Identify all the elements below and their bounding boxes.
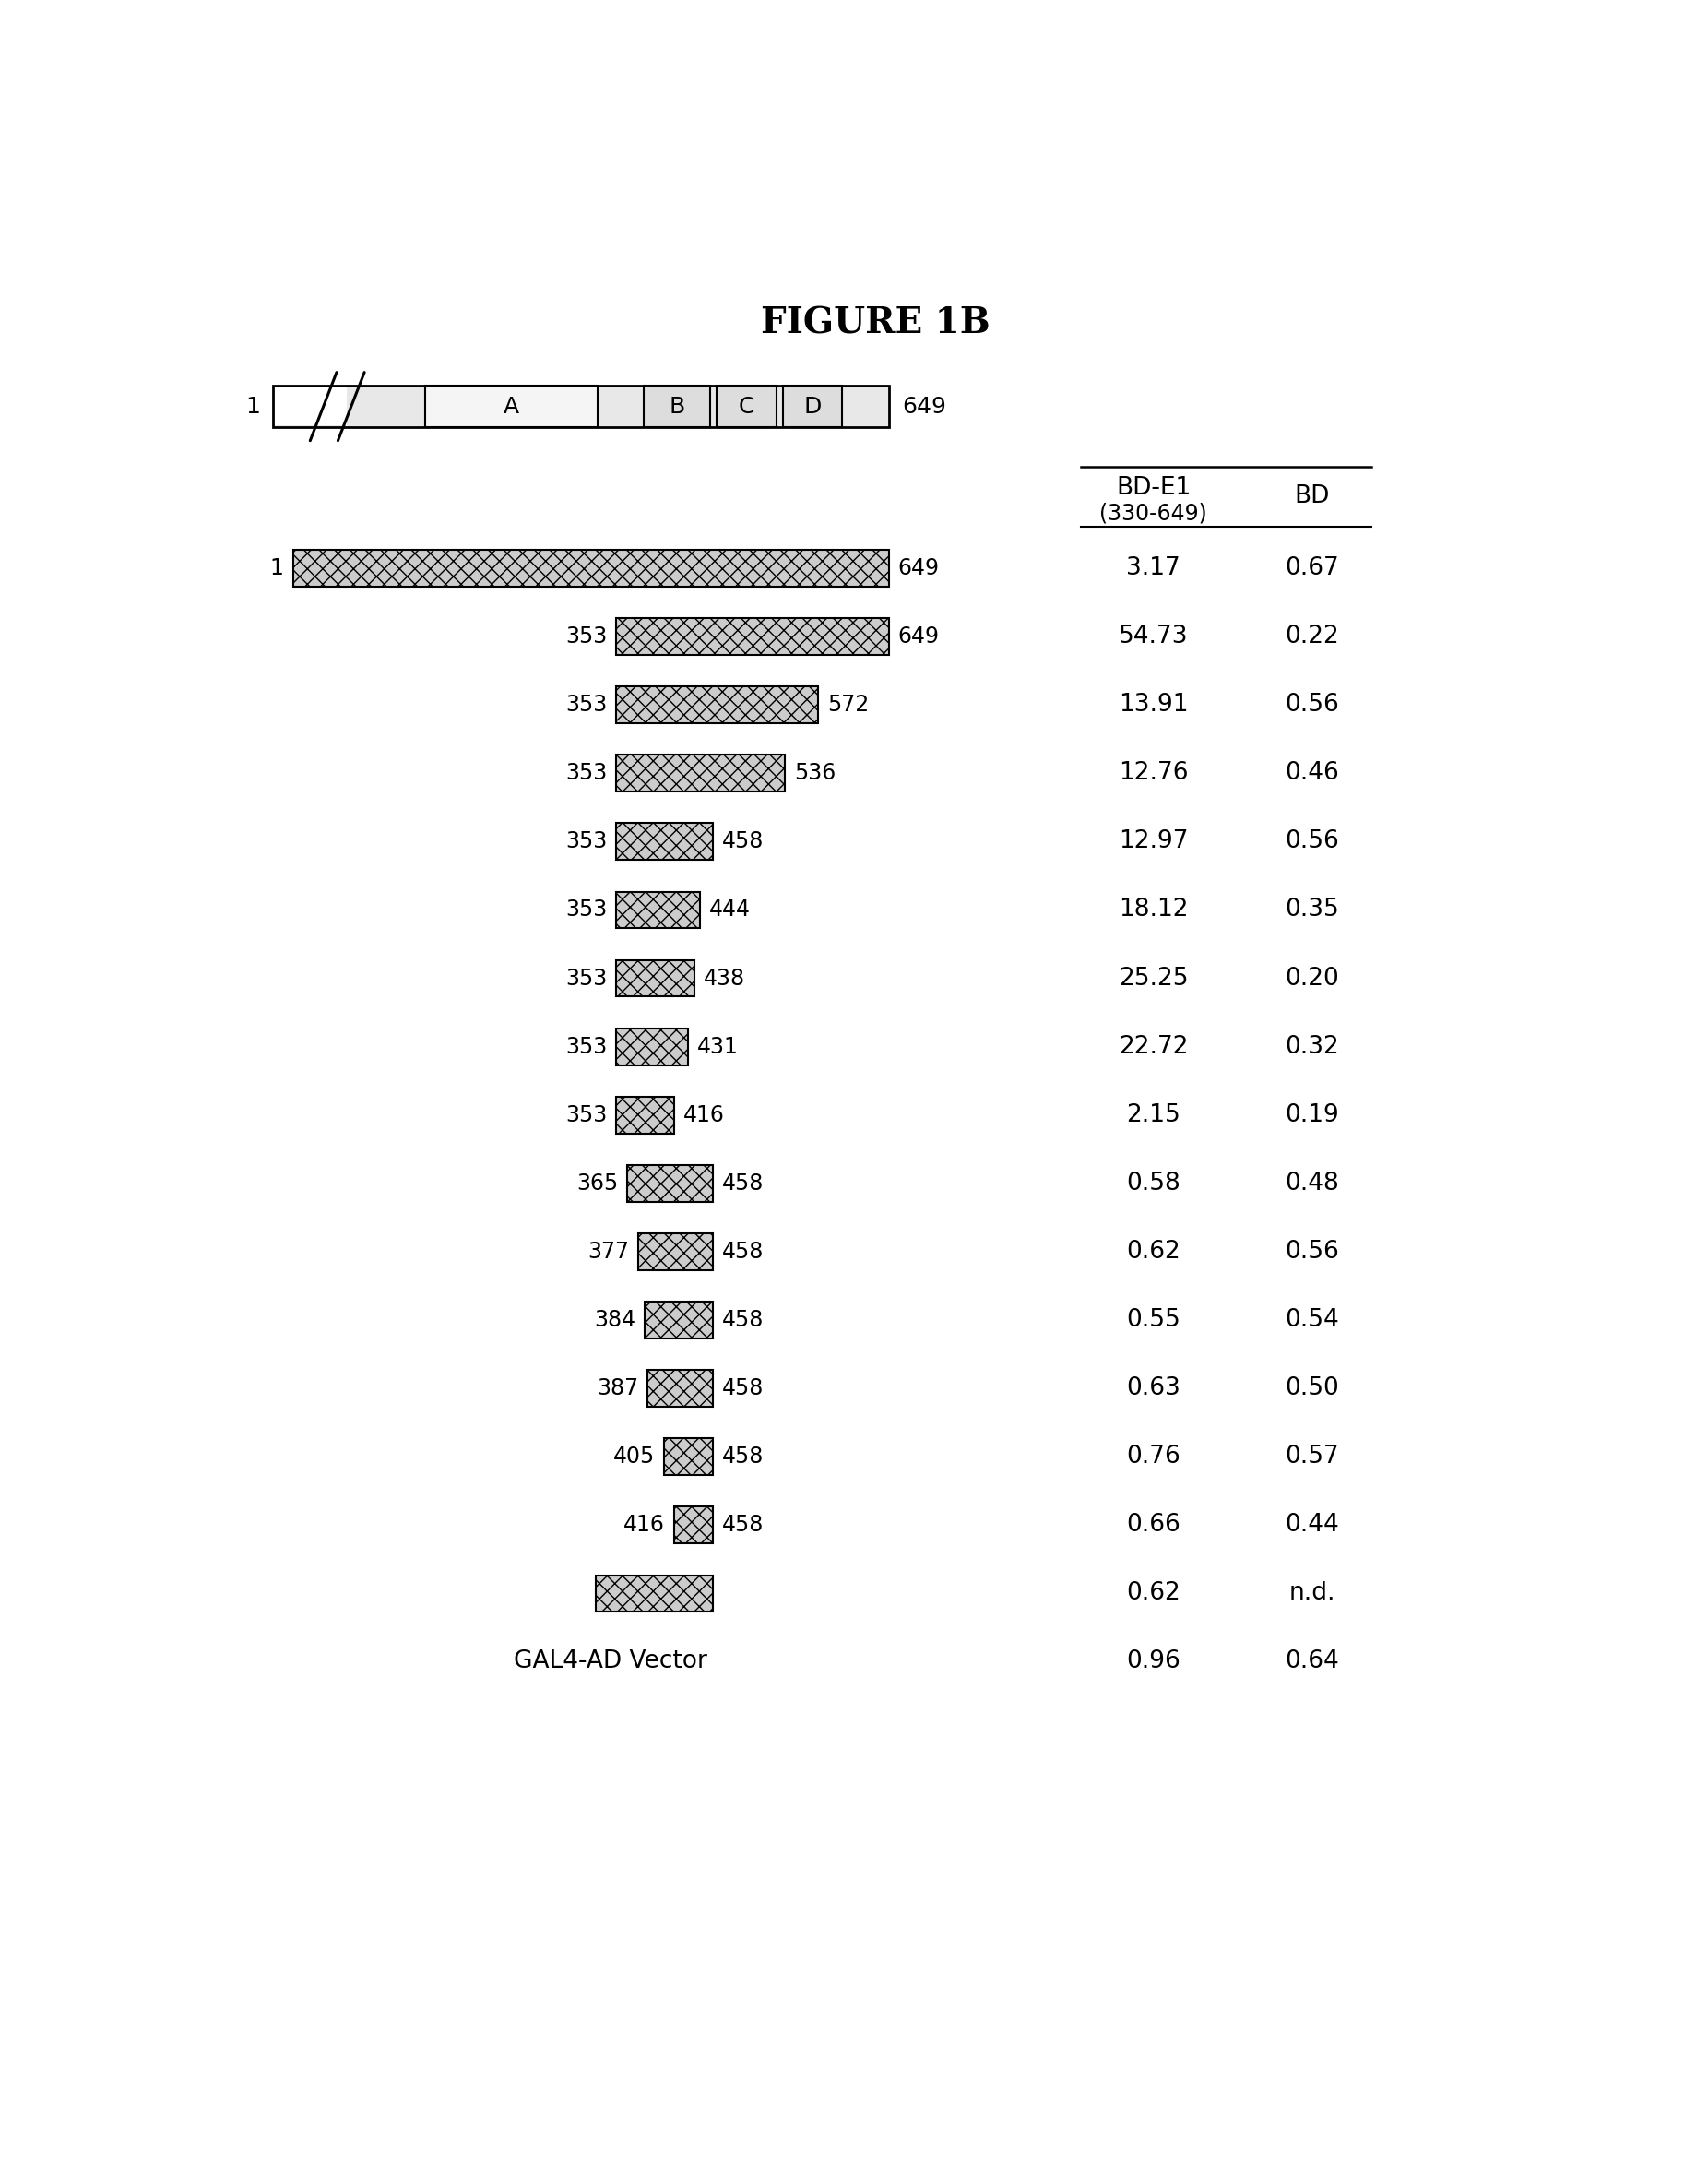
Bar xyxy=(617,959,695,996)
Text: 0.56: 0.56 xyxy=(1284,829,1339,853)
Text: 458: 458 xyxy=(722,1446,763,1468)
Bar xyxy=(294,550,888,587)
Bar xyxy=(639,1234,712,1271)
Bar xyxy=(782,385,842,427)
Bar xyxy=(664,1438,712,1474)
Text: 353: 353 xyxy=(565,693,608,717)
Text: D: D xyxy=(803,396,822,418)
Text: 416: 416 xyxy=(683,1104,726,1126)
Text: n.d.: n.d. xyxy=(1290,1580,1336,1606)
Text: 353: 353 xyxy=(565,1035,608,1059)
Text: 353: 353 xyxy=(565,831,608,853)
Text: 0.22: 0.22 xyxy=(1284,624,1339,649)
Text: 22.72: 22.72 xyxy=(1119,1035,1189,1059)
Text: 0.48: 0.48 xyxy=(1284,1171,1339,1195)
Text: 438: 438 xyxy=(704,968,745,989)
Text: 377: 377 xyxy=(588,1241,629,1262)
Text: GAL4-AD Vector: GAL4-AD Vector xyxy=(514,1650,707,1674)
Text: 444: 444 xyxy=(709,898,752,920)
Text: 536: 536 xyxy=(794,762,835,784)
Bar xyxy=(617,686,818,723)
Bar xyxy=(627,1165,712,1202)
Bar xyxy=(675,1507,712,1544)
Text: 1: 1 xyxy=(270,556,284,580)
Text: 0.63: 0.63 xyxy=(1126,1377,1180,1401)
Text: 54.73: 54.73 xyxy=(1119,624,1189,649)
Text: 18.12: 18.12 xyxy=(1119,898,1189,922)
Text: 353: 353 xyxy=(565,1104,608,1126)
Text: 387: 387 xyxy=(596,1377,639,1399)
Text: 649: 649 xyxy=(902,396,946,418)
Bar xyxy=(617,892,700,929)
Bar xyxy=(644,385,711,427)
Text: 0.55: 0.55 xyxy=(1126,1308,1180,1331)
Text: 0.56: 0.56 xyxy=(1284,1241,1339,1264)
Text: 0.57: 0.57 xyxy=(1284,1444,1339,1468)
Text: 458: 458 xyxy=(722,1377,763,1399)
Text: 431: 431 xyxy=(697,1035,740,1059)
Text: 13.91: 13.91 xyxy=(1119,693,1189,717)
Text: 0.32: 0.32 xyxy=(1284,1035,1339,1059)
Bar xyxy=(717,385,775,427)
Text: 12.76: 12.76 xyxy=(1119,762,1189,786)
Text: 0.58: 0.58 xyxy=(1126,1171,1180,1195)
Text: 0.54: 0.54 xyxy=(1284,1308,1339,1331)
Text: BD: BD xyxy=(1295,485,1331,509)
Text: 572: 572 xyxy=(827,693,869,717)
Text: 458: 458 xyxy=(722,1513,763,1537)
Text: 365: 365 xyxy=(577,1171,618,1195)
Text: 1: 1 xyxy=(246,396,260,418)
Text: 0.66: 0.66 xyxy=(1126,1513,1180,1537)
Text: BD-E1: BD-E1 xyxy=(1115,476,1190,500)
Text: 353: 353 xyxy=(565,968,608,989)
Text: 458: 458 xyxy=(722,1241,763,1262)
Text: 458: 458 xyxy=(722,831,763,853)
Text: 649: 649 xyxy=(898,556,939,580)
Text: 458: 458 xyxy=(722,1171,763,1195)
Bar xyxy=(617,756,784,792)
Text: 384: 384 xyxy=(594,1310,635,1331)
Text: A: A xyxy=(504,396,519,418)
Text: 353: 353 xyxy=(565,762,608,784)
Text: 3.17: 3.17 xyxy=(1126,556,1180,580)
Bar xyxy=(646,1301,712,1338)
Text: 405: 405 xyxy=(613,1446,656,1468)
Bar xyxy=(425,385,598,427)
Text: C: C xyxy=(738,396,755,418)
Text: FIGURE 1B: FIGURE 1B xyxy=(760,305,991,340)
Text: 0.62: 0.62 xyxy=(1126,1241,1180,1264)
Text: 0.56: 0.56 xyxy=(1284,693,1339,717)
Text: 0.35: 0.35 xyxy=(1284,898,1339,922)
Text: B: B xyxy=(670,396,685,418)
Text: 458: 458 xyxy=(722,1310,763,1331)
Text: 12.97: 12.97 xyxy=(1119,829,1189,853)
Text: 0.76: 0.76 xyxy=(1126,1444,1180,1468)
Text: 0.46: 0.46 xyxy=(1284,762,1339,786)
Bar xyxy=(273,385,888,427)
Text: 0.44: 0.44 xyxy=(1284,1513,1339,1537)
Text: 353: 353 xyxy=(565,898,608,920)
Text: 0.20: 0.20 xyxy=(1284,966,1339,989)
Bar xyxy=(647,1370,712,1407)
Text: (330-649): (330-649) xyxy=(1100,502,1208,524)
Text: 353: 353 xyxy=(565,626,608,647)
Bar xyxy=(617,619,888,654)
Text: 0.96: 0.96 xyxy=(1126,1650,1180,1674)
Text: 649: 649 xyxy=(898,626,939,647)
Text: 0.50: 0.50 xyxy=(1284,1377,1339,1401)
Bar xyxy=(596,1576,712,1611)
Bar xyxy=(617,823,712,860)
Text: 0.19: 0.19 xyxy=(1284,1102,1339,1128)
Text: 2.15: 2.15 xyxy=(1126,1102,1180,1128)
Text: 25.25: 25.25 xyxy=(1119,966,1189,989)
Bar xyxy=(275,388,347,427)
Text: 0.64: 0.64 xyxy=(1284,1650,1339,1674)
Bar xyxy=(617,1028,688,1065)
Text: 416: 416 xyxy=(623,1513,664,1537)
Text: 0.62: 0.62 xyxy=(1126,1580,1180,1606)
Text: 0.67: 0.67 xyxy=(1284,556,1339,580)
Bar xyxy=(617,1098,675,1132)
